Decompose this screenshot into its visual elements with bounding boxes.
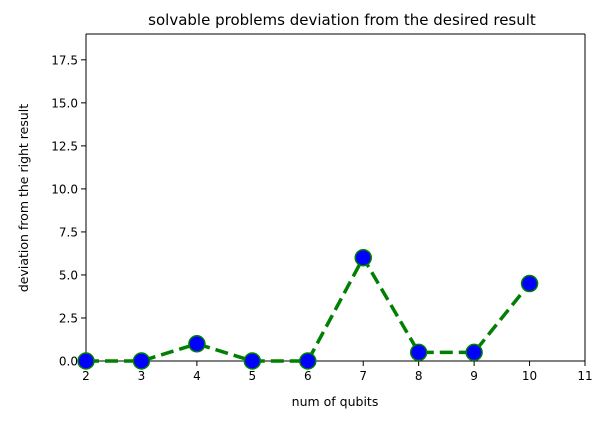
plot-area bbox=[85, 33, 586, 362]
data-point bbox=[465, 343, 483, 362]
series-group bbox=[77, 248, 539, 370]
y-tick-label: 7.5 bbox=[59, 225, 78, 239]
data-point bbox=[77, 352, 95, 370]
data-point bbox=[243, 352, 262, 370]
y-tick-label: 10.0 bbox=[51, 182, 78, 196]
data-point bbox=[354, 248, 372, 267]
x-tick-label: 6 bbox=[304, 369, 312, 383]
chart-title: solvable problems deviation from the des… bbox=[148, 11, 536, 29]
x-tick-label: 2 bbox=[82, 369, 90, 383]
y-axis-title: deviation from the right result bbox=[16, 104, 31, 292]
data-point bbox=[132, 352, 151, 370]
y-ticks: 0.0 2.5 5.0 7.5 10.0 12.5 15.0 17.5 bbox=[51, 53, 86, 369]
x-tick-label: 11 bbox=[577, 369, 592, 383]
data-point bbox=[409, 343, 428, 362]
y-tick-label: 5.0 bbox=[59, 268, 78, 282]
x-tick-label: 8 bbox=[415, 369, 423, 383]
y-tick-label: 15.0 bbox=[51, 96, 78, 110]
x-axis-title: num of qubits bbox=[292, 394, 379, 409]
y-tick-label: 17.5 bbox=[51, 53, 78, 67]
y-tick-label: 0.0 bbox=[59, 355, 78, 369]
data-point bbox=[299, 352, 317, 370]
data-point bbox=[520, 274, 539, 293]
series-line bbox=[86, 255, 531, 363]
y-tick-label: 2.5 bbox=[59, 311, 78, 325]
x-tick-label: 4 bbox=[193, 369, 201, 383]
y-tick-label: 12.5 bbox=[51, 139, 78, 153]
x-ticks: 2 3 4 5 6 7 8 9 10 11 bbox=[82, 361, 593, 383]
x-tick-label: 5 bbox=[249, 369, 257, 383]
data-point bbox=[188, 335, 206, 353]
x-tick-label: 9 bbox=[470, 369, 478, 383]
x-tick-label: 10 bbox=[522, 369, 537, 383]
x-tick-label: 3 bbox=[138, 369, 146, 383]
x-tick-label: 7 bbox=[359, 369, 367, 383]
